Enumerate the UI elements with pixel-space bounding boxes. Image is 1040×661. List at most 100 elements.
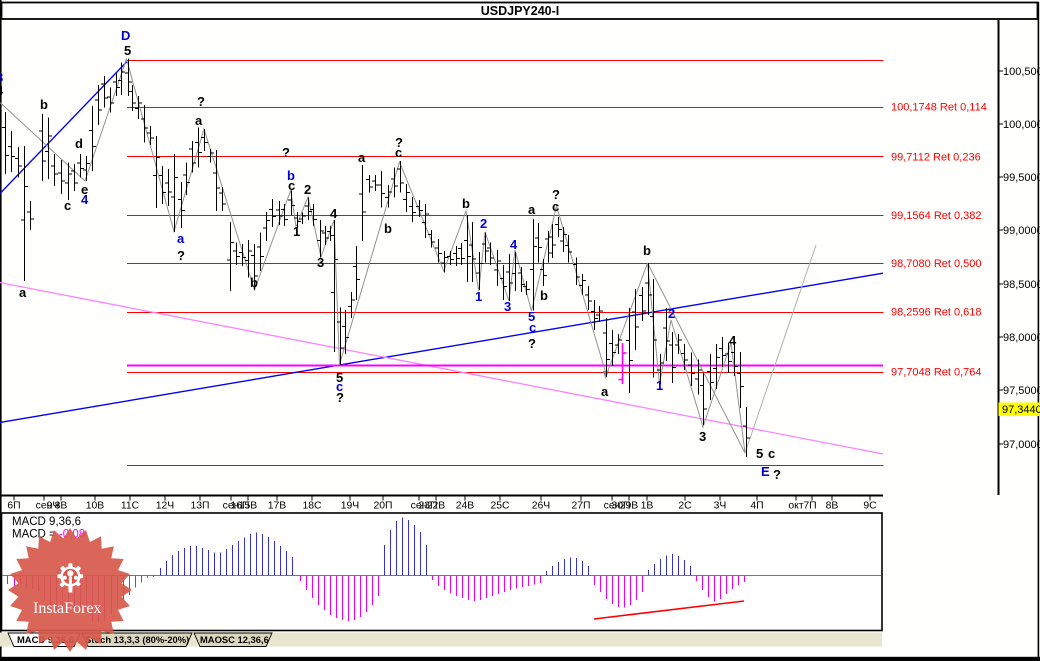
svg-text:d: d [75,136,83,151]
svg-text:a: a [528,202,536,217]
svg-text:c: c [336,379,343,394]
svg-text:4: 4 [81,192,89,207]
svg-text:D: D [121,28,130,43]
svg-text:23П: 23П [418,501,437,512]
svg-text:9С: 9С [863,501,877,512]
svg-text:3: 3 [0,70,3,85]
svg-text:25С: 25С [490,501,510,512]
svg-text:1: 1 [656,378,663,393]
svg-text:4: 4 [510,237,518,252]
svg-text:15В: 15В [239,501,258,512]
svg-text:a: a [601,384,609,399]
svg-text:3: 3 [504,299,511,314]
svg-text:?: ? [552,187,560,202]
svg-text:?: ? [177,248,185,263]
svg-text:?: ? [773,467,781,482]
svg-text:16П: 16П [230,501,249,512]
svg-text:?: ? [197,94,205,109]
svg-text:?: ? [528,336,536,351]
svg-text:3Ч: 3Ч [714,501,727,512]
svg-text:2С: 2С [678,501,692,512]
svg-text:b: b [384,221,392,236]
svg-text:3: 3 [317,255,324,270]
svg-text:b: b [250,275,258,290]
svg-text:99,5000: 99,5000 [1003,172,1040,184]
svg-text:27П: 27П [571,501,590,512]
svg-text:c: c [288,178,295,193]
svg-text:b: b [462,196,470,211]
svg-text:99,0000: 99,0000 [1003,225,1040,237]
svg-text:98,2596 Ret 0,618: 98,2596 Ret 0,618 [891,307,982,319]
svg-text:3: 3 [699,429,706,444]
svg-text:99,1564 Ret 0,382: 99,1564 Ret 0,382 [891,210,982,222]
svg-text:4: 4 [729,333,737,348]
svg-text:4: 4 [0,83,4,98]
svg-text:c: c [395,145,402,160]
svg-text:a: a [177,231,185,246]
svg-text:99,7112 Ret 0,236: 99,7112 Ret 0,236 [891,152,981,164]
svg-text:5: 5 [124,43,131,58]
svg-text:98,5000: 98,5000 [1003,279,1040,291]
svg-text:5: 5 [756,446,763,461]
svg-text:100,0000: 100,0000 [1003,119,1040,131]
svg-text:?: ? [282,145,290,160]
svg-text:98,0000: 98,0000 [1003,332,1040,344]
svg-text:InstaForex: InstaForex [33,600,101,617]
svg-text:b: b [540,288,548,303]
svg-text:6П: 6П [7,501,20,512]
svg-text:22В: 22В [427,501,446,512]
svg-text:8В: 8В [826,501,839,512]
svg-text:c: c [64,198,71,213]
svg-text:10В: 10В [86,501,105,512]
svg-text:MAOSC 12,36,6: MAOSC 12,36,6 [200,634,269,645]
svg-text:e: e [81,182,88,197]
svg-text:сен: сен [411,501,428,512]
svg-text:?: ? [395,135,403,150]
svg-text:?: ? [336,390,344,405]
svg-text:7П: 7П [803,501,816,512]
svg-text:97,7048 Ret 0,764: 97,7048 Ret 0,764 [891,367,982,379]
svg-text:97,0000: 97,0000 [1003,439,1040,451]
svg-text:4: 4 [330,206,338,221]
svg-text:USDJPY240-I: USDJPY240-I [481,4,560,18]
svg-text:100,1748 Ret 0,114: 100,1748 Ret 0,114 [891,102,987,114]
svg-text:2: 2 [304,182,311,197]
svg-text:Stoch 13,3,3 (80%-20%): Stoch 13,3,3 (80%-20%) [85,634,189,645]
svg-text:b: b [287,168,295,183]
svg-text:окт: окт [788,501,803,512]
svg-text:b: b [643,243,651,258]
svg-text:24В: 24В [456,501,475,512]
svg-text:a: a [195,113,203,128]
svg-text:1В: 1В [641,501,654,512]
svg-text:1: 1 [293,224,300,239]
svg-text:1: 1 [475,289,482,304]
svg-text:18С: 18С [302,501,322,512]
svg-text:5: 5 [528,309,535,324]
svg-text:c: c [768,446,775,461]
svg-text:a: a [358,150,366,165]
svg-text:17В: 17В [268,501,287,512]
svg-text:97,5000: 97,5000 [1003,385,1040,397]
svg-text:сен: сен [223,501,240,512]
svg-text:4П: 4П [750,501,763,512]
svg-text:13П: 13П [190,501,209,512]
svg-text:b: b [40,97,48,112]
svg-text:19Ч: 19Ч [341,501,360,512]
svg-text:30П: 30П [611,501,630,512]
svg-text:98,7080 Ret 0,500: 98,7080 Ret 0,500 [891,258,982,270]
svg-text:5: 5 [336,370,343,385]
svg-text:9Ч: 9Ч [47,501,60,512]
svg-text:29В: 29В [620,501,639,512]
svg-text:20П: 20П [373,501,392,512]
svg-text:MACD 9,36,6: MACD 9,36,6 [12,516,81,528]
svg-text:c: c [529,320,536,335]
svg-text:a: a [19,285,27,300]
svg-text:сен: сен [604,501,621,512]
svg-text:100,5000: 100,5000 [1003,66,1040,78]
svg-text:11С: 11С [121,501,140,512]
svg-text:12Ч: 12Ч [156,501,175,512]
svg-text:8В: 8В [55,501,68,512]
svg-text:26Ч: 26Ч [532,501,551,512]
svg-text:сен: сен [36,501,53,512]
svg-text:c: c [552,199,559,214]
